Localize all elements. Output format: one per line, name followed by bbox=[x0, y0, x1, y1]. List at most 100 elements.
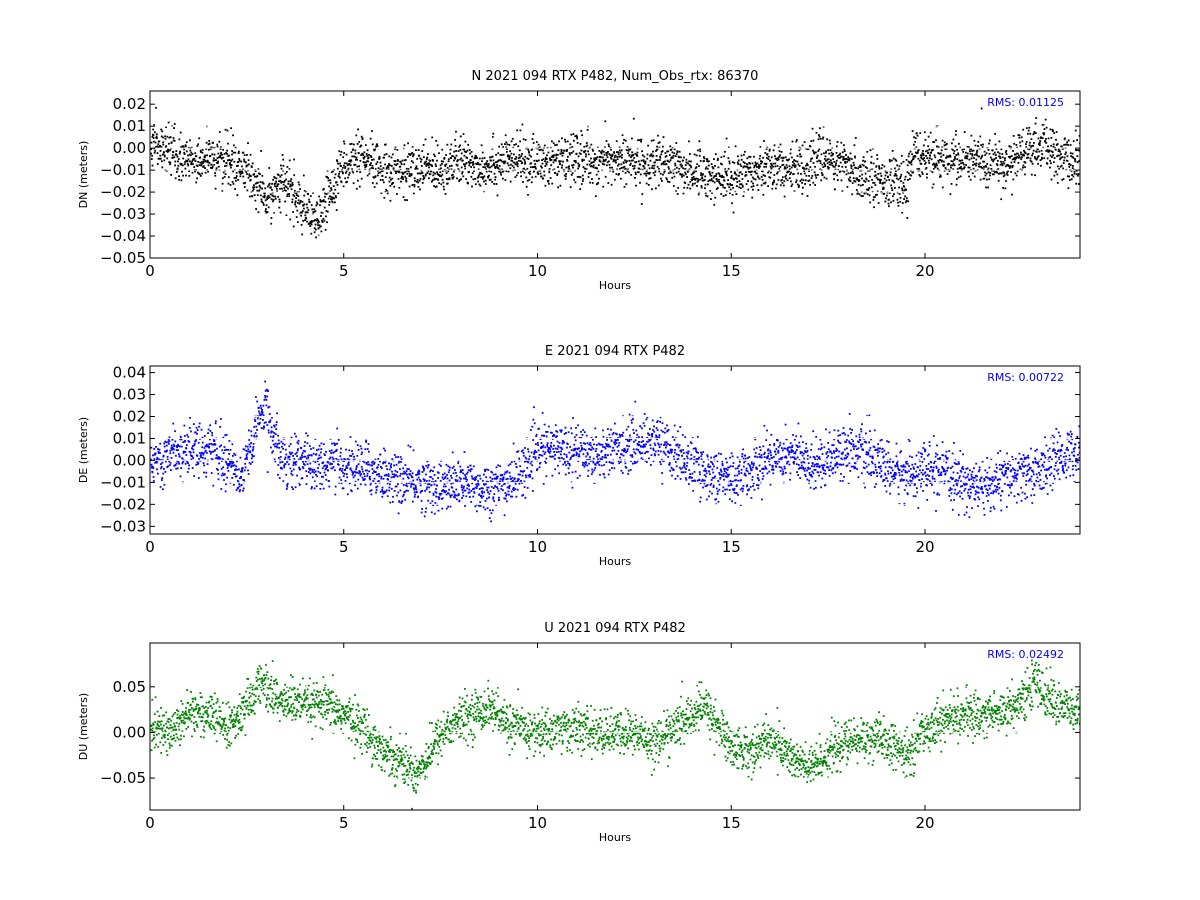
data-point bbox=[364, 448, 367, 451]
data-point bbox=[736, 185, 738, 187]
data-point bbox=[225, 448, 228, 451]
data-point bbox=[753, 166, 756, 169]
data-point bbox=[273, 424, 275, 427]
data-point bbox=[150, 463, 153, 466]
data-point bbox=[245, 454, 248, 457]
data-point bbox=[178, 178, 180, 181]
data-point bbox=[526, 157, 529, 160]
data-point bbox=[674, 164, 677, 167]
data-point bbox=[185, 150, 188, 153]
data-point bbox=[446, 166, 449, 169]
data-point bbox=[441, 490, 443, 492]
data-point bbox=[778, 168, 781, 170]
data-point bbox=[440, 498, 443, 500]
data-point bbox=[403, 493, 405, 496]
data-point bbox=[777, 146, 780, 149]
data-point bbox=[678, 167, 681, 170]
data-point bbox=[810, 140, 813, 142]
data-point bbox=[841, 190, 844, 193]
data-point bbox=[367, 461, 370, 463]
data-point bbox=[155, 458, 158, 461]
data-point bbox=[517, 171, 519, 174]
data-point bbox=[458, 179, 461, 181]
data-point bbox=[178, 152, 181, 155]
data-point bbox=[1077, 183, 1080, 185]
data-point bbox=[293, 458, 296, 460]
data-point bbox=[597, 170, 600, 173]
data-point bbox=[154, 149, 156, 152]
data-point bbox=[796, 155, 799, 157]
data-point bbox=[490, 485, 493, 488]
data-point bbox=[391, 153, 394, 156]
data-point bbox=[185, 159, 188, 162]
data-point bbox=[151, 135, 154, 138]
data-point bbox=[581, 160, 584, 162]
data-point bbox=[1077, 174, 1079, 177]
data-point bbox=[976, 149, 979, 152]
data-point bbox=[193, 166, 196, 168]
data-point bbox=[463, 154, 466, 157]
data-point bbox=[551, 150, 554, 153]
data-point bbox=[473, 170, 475, 172]
data-point bbox=[878, 168, 881, 171]
data-point bbox=[328, 480, 330, 482]
data-point bbox=[421, 182, 424, 184]
data-point bbox=[168, 436, 171, 439]
data-point bbox=[911, 153, 914, 156]
data-point bbox=[382, 492, 385, 495]
data-point bbox=[416, 478, 419, 481]
data-point bbox=[855, 167, 857, 169]
data-point bbox=[253, 426, 256, 428]
data-point bbox=[340, 181, 343, 184]
data-point bbox=[696, 180, 699, 183]
data-point bbox=[377, 172, 380, 174]
data-point bbox=[289, 183, 292, 186]
data-point bbox=[242, 168, 244, 171]
data-point bbox=[880, 167, 883, 170]
data-point bbox=[289, 443, 292, 445]
data-point bbox=[700, 186, 703, 189]
data-point bbox=[402, 178, 404, 180]
data-point bbox=[649, 177, 652, 179]
data-point bbox=[164, 135, 166, 138]
data-point bbox=[1071, 155, 1074, 158]
data-point bbox=[279, 175, 282, 178]
data-point bbox=[515, 156, 518, 158]
data-point bbox=[428, 486, 430, 489]
data-point bbox=[815, 151, 817, 154]
data-point bbox=[446, 143, 449, 146]
data-point bbox=[434, 163, 437, 166]
data-point bbox=[585, 168, 588, 170]
data-point bbox=[712, 180, 714, 182]
data-point bbox=[902, 181, 905, 184]
data-point bbox=[750, 185, 753, 188]
data-point bbox=[474, 183, 477, 186]
data-point bbox=[790, 166, 793, 169]
data-point bbox=[912, 157, 915, 160]
data-point bbox=[340, 180, 342, 183]
data-point bbox=[269, 193, 272, 196]
data-point bbox=[1054, 148, 1057, 151]
data-point bbox=[792, 173, 795, 175]
data-point bbox=[829, 142, 832, 145]
data-point bbox=[316, 460, 319, 463]
data-point bbox=[548, 168, 551, 170]
data-point bbox=[972, 167, 975, 170]
data-point bbox=[397, 483, 399, 485]
data-point bbox=[334, 173, 337, 176]
data-point bbox=[325, 193, 328, 195]
data-point bbox=[197, 462, 200, 464]
data-point bbox=[387, 475, 390, 477]
data-point bbox=[925, 167, 928, 169]
data-point bbox=[211, 165, 214, 168]
data-point bbox=[468, 164, 471, 167]
data-point bbox=[300, 447, 303, 450]
data-point bbox=[1019, 168, 1022, 171]
data-point bbox=[562, 152, 565, 155]
data-point bbox=[1005, 153, 1008, 155]
data-point bbox=[329, 179, 332, 182]
data-point bbox=[221, 182, 224, 185]
data-point bbox=[894, 167, 896, 170]
data-point bbox=[194, 170, 196, 173]
data-point bbox=[168, 161, 171, 164]
